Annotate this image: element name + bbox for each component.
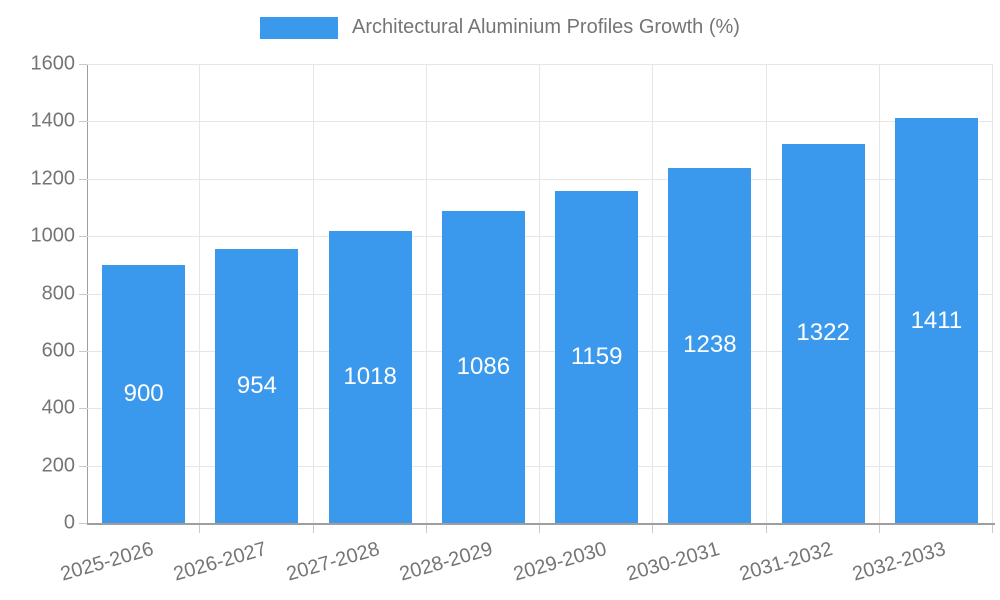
y-axis-tick-label: 200 xyxy=(41,454,75,477)
gridline-vertical xyxy=(199,64,201,523)
y-axis-tick-label: 600 xyxy=(41,339,75,362)
x-axis-tick-mark xyxy=(992,525,993,533)
y-axis-tick-label: 400 xyxy=(41,396,75,419)
bar-value-label: 1322 xyxy=(796,319,850,347)
plot-area: 900 954 1018 1086 1159 1238 1322 1411 xyxy=(87,64,993,523)
gridline-vertical xyxy=(539,64,540,523)
gridline-horizontal xyxy=(87,121,993,123)
y-axis-tick-mark xyxy=(79,465,87,467)
x-axis-tick-mark xyxy=(878,525,880,533)
y-axis-tick-label: 1600 xyxy=(30,52,76,75)
gridline-horizontal xyxy=(87,293,993,295)
gridline-horizontal xyxy=(87,178,993,180)
x-axis-tick-mark xyxy=(199,525,201,533)
bar-value-label: 1238 xyxy=(683,331,737,359)
x-axis-tick-label: 2029-2030 xyxy=(510,538,609,586)
gridline-vertical xyxy=(765,64,767,523)
bar[interactable]: 900 xyxy=(102,264,186,523)
y-axis-tick-mark xyxy=(79,523,87,524)
y-axis-tick-mark xyxy=(79,408,87,410)
x-axis-tick-label: 2025-2026 xyxy=(57,538,156,586)
bar-value-label: 900 xyxy=(123,379,164,407)
gridline-vertical xyxy=(425,64,427,523)
legend: Architectural Aluminium Profiles Growth … xyxy=(0,16,1000,39)
bar[interactable]: 1238 xyxy=(668,167,752,523)
x-axis-tick-mark xyxy=(312,525,314,533)
x-axis-tick-label: 2026-2027 xyxy=(170,538,269,586)
y-axis-tick-mark xyxy=(79,350,87,352)
legend-swatch-icon xyxy=(260,16,339,39)
bar[interactable]: 1086 xyxy=(441,211,525,523)
y-axis-tick-mark xyxy=(79,64,87,65)
x-axis-tick-label: 2027-2028 xyxy=(284,538,383,586)
x-axis-tick-mark xyxy=(652,525,654,533)
bar-value-label: 1411 xyxy=(910,306,963,334)
bar-value-label: 1018 xyxy=(343,362,397,390)
x-axis-line xyxy=(87,523,995,525)
y-axis-tick-mark xyxy=(79,236,87,238)
gridline-vertical xyxy=(652,64,654,523)
y-axis-tick-mark xyxy=(79,293,87,295)
y-axis-tick-label: 800 xyxy=(41,282,75,304)
y-axis-tick-label: 1000 xyxy=(30,224,76,247)
gridline-horizontal xyxy=(87,408,993,410)
x-axis-tick-label: 2032-2033 xyxy=(850,538,949,586)
y-axis-tick-mark xyxy=(79,178,87,180)
bar[interactable]: 954 xyxy=(215,249,299,523)
x-axis-tick-label: 2028-2029 xyxy=(397,538,496,586)
y-axis-tick-label: 1200 xyxy=(30,167,76,190)
bar[interactable]: 1159 xyxy=(555,190,639,523)
gridline-horizontal xyxy=(87,465,993,467)
y-axis-tick-label: 0 xyxy=(63,511,75,534)
x-axis-tick-label: 2031-2032 xyxy=(737,538,836,586)
gridline-horizontal xyxy=(87,64,993,65)
bar[interactable]: 1411 xyxy=(894,118,978,523)
gridline-horizontal xyxy=(87,236,993,238)
x-axis-tick-label: 2030-2031 xyxy=(623,538,722,586)
x-axis-tick-mark xyxy=(425,525,427,533)
gridline-horizontal xyxy=(87,350,993,352)
x-axis-tick-mark xyxy=(539,525,540,533)
legend-item[interactable]: Architectural Aluminium Profiles Growth … xyxy=(260,16,740,39)
x-axis-tick-mark xyxy=(765,525,767,533)
gridline-vertical xyxy=(992,64,993,523)
bar-value-label: 1159 xyxy=(570,342,623,370)
bar[interactable]: 1322 xyxy=(781,143,865,523)
y-axis-tick-label: 1400 xyxy=(30,109,76,132)
bar-value-label: 1086 xyxy=(456,353,511,381)
gridline-vertical xyxy=(878,64,880,523)
gridline-vertical xyxy=(312,64,314,523)
bar-value-label: 954 xyxy=(236,372,277,400)
bar[interactable]: 1018 xyxy=(328,230,412,523)
y-axis-tick-mark xyxy=(79,121,87,123)
legend-label: Architectural Aluminium Profiles Growth … xyxy=(352,16,740,38)
